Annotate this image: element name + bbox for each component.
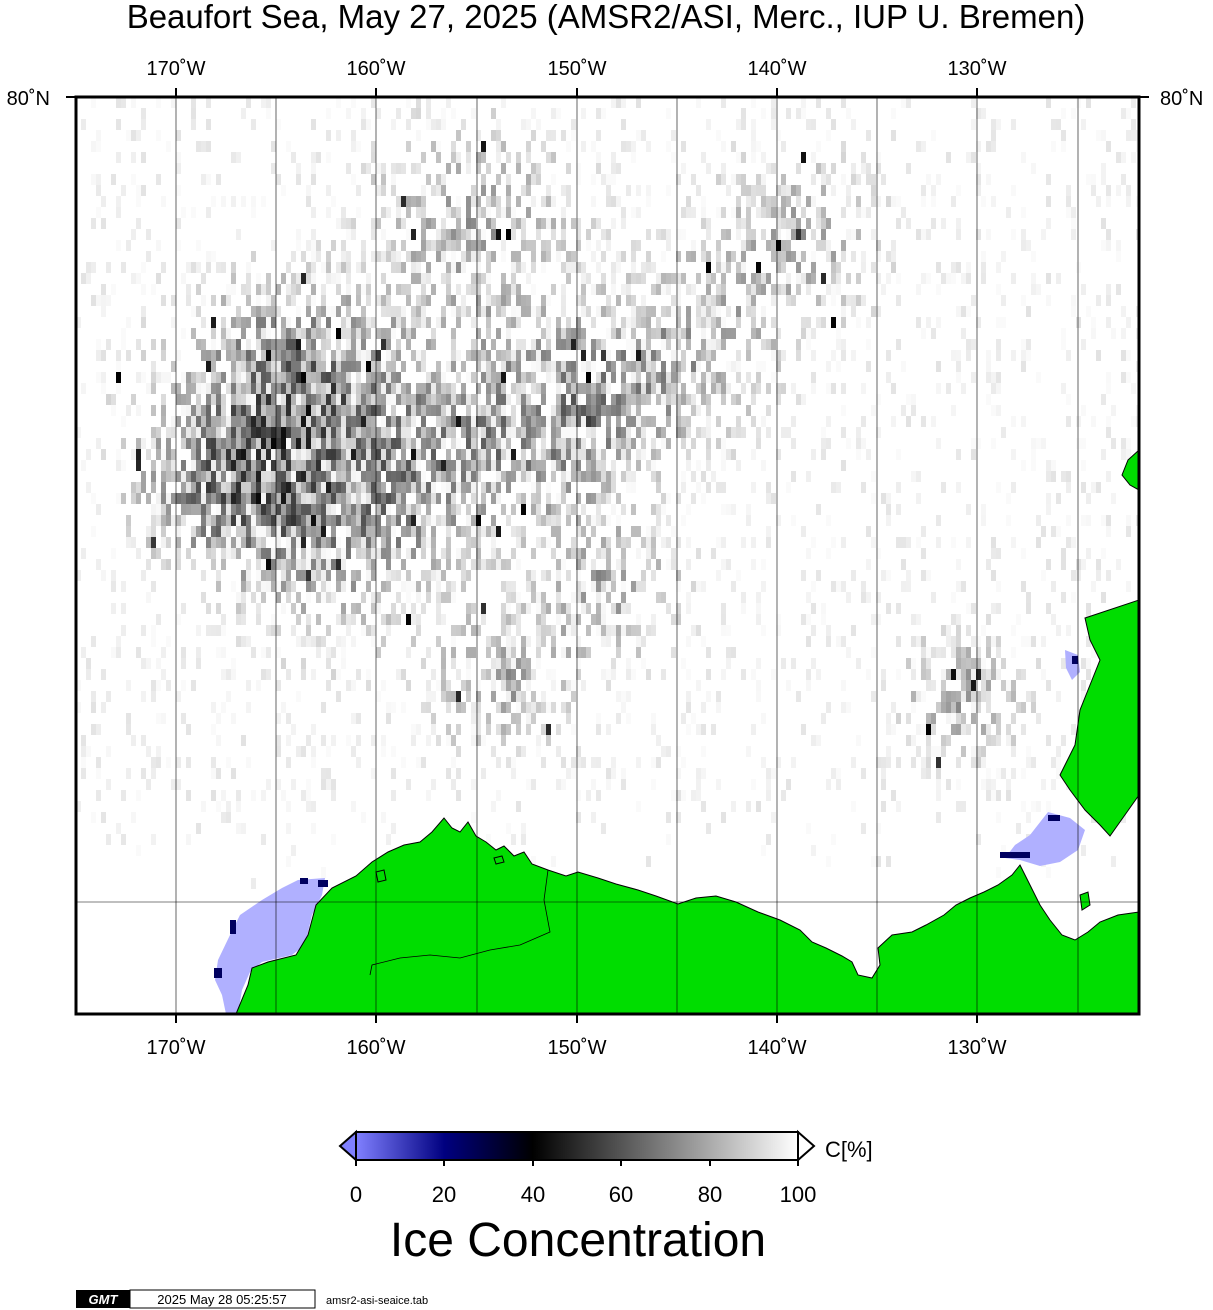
lon-label-140w-top: 140˚W (748, 58, 807, 80)
colorbar-gradient (355, 1131, 799, 1161)
land-prince-patrick (1121, 449, 1139, 491)
lat-label-80n-right: 80˚N (1160, 88, 1203, 110)
lon-label-130w-top: 130˚W (948, 58, 1007, 80)
map-title: Beaufort Sea, May 27, 2025 (AMSR2/ASI, M… (127, 0, 1086, 35)
colorbar: C[%] 0 20 40 60 80 100 Ice Concentration (338, 1129, 873, 1267)
open-water-bering-coast (215, 878, 325, 1014)
graticule (76, 97, 1139, 1014)
land-alaska-canada (235, 817, 1139, 1014)
lon-label-160w-top: 160˚W (347, 58, 406, 80)
tick-marks (66, 88, 1149, 1023)
lon-label-150w-top: 150˚W (548, 58, 607, 80)
border-line (369, 869, 551, 976)
colorbar-unit-label: C[%] (825, 1137, 873, 1162)
colorbar-ticks (355, 1160, 799, 1166)
colorbar-tick-0: 0 (350, 1182, 362, 1207)
timestamp: 2025 May 28 05:25:57 (157, 1292, 286, 1307)
colorbar-title: Ice Concentration (390, 1214, 766, 1267)
gmt-logo (76, 1290, 130, 1308)
footer: GMT 2025 May 28 05:25:57 amsr2-asi-seaic… (76, 1289, 428, 1309)
lon-label-170w-bottom: 170˚W (147, 1037, 206, 1059)
colorbar-tick-40: 40 (521, 1182, 545, 1207)
colorbar-under-triangle (338, 1129, 357, 1163)
source-file: amsr2-asi-seaice.tab (326, 1295, 428, 1307)
lon-labels-bottom: 170˚W 160˚W 150˚W 140˚W 130˚W (147, 1037, 1007, 1059)
lon-label-130w-bottom: 130˚W (948, 1037, 1007, 1059)
map-frame (74, 95, 1141, 1016)
sea-ice-texture (76, 97, 1139, 889)
lon-label-170w-top: 170˚W (147, 58, 206, 80)
colorbar-tick-100: 100 (780, 1182, 817, 1207)
timestamp-box (129, 1289, 316, 1309)
colorbar-over-triangle (797, 1129, 816, 1163)
lat-label-80n-left: 80˚N (7, 88, 50, 110)
small-islands (375, 855, 1091, 911)
lon-label-140w-bottom: 140˚W (748, 1037, 807, 1059)
colorbar-tick-20: 20 (432, 1182, 456, 1207)
gmt-logo-text: GMT (89, 1292, 119, 1307)
colorbar-tick-60: 60 (609, 1182, 633, 1207)
lon-label-160w-bottom: 160˚W (347, 1037, 406, 1059)
colorbar-tick-80: 80 (698, 1182, 722, 1207)
land-banks-island (1059, 599, 1139, 837)
dark-ice-edges (214, 656, 1078, 978)
lon-label-150w-bottom: 150˚W (548, 1037, 607, 1059)
lon-labels-top: 170˚W 160˚W 150˚W 140˚W 130˚W (147, 58, 1007, 80)
